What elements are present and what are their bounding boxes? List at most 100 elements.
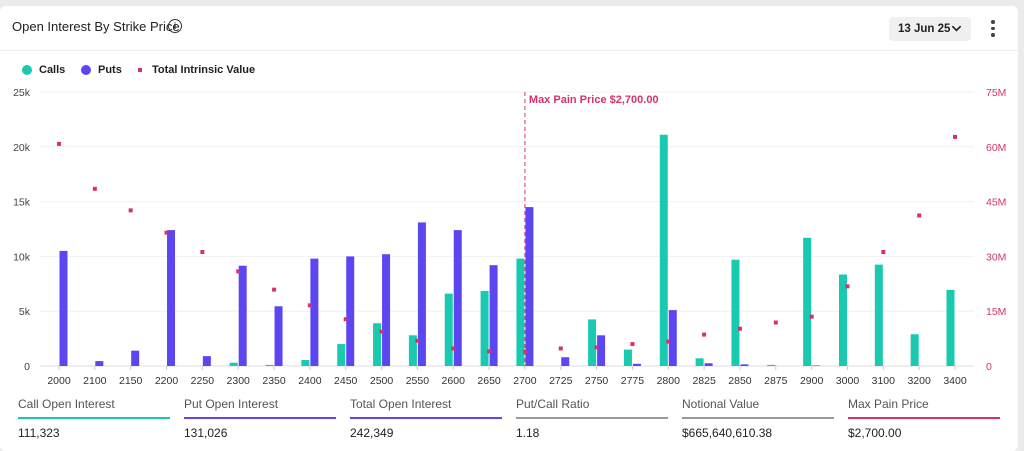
legend-calls-label: Calls xyxy=(39,64,66,76)
y-right-tick-label: 15M xyxy=(986,306,1006,318)
intrinsic-value-point xyxy=(809,314,814,319)
call-bar xyxy=(803,237,812,366)
call-bar xyxy=(337,344,346,366)
put-bar xyxy=(668,310,677,366)
put-bar xyxy=(310,258,319,366)
open-interest-chart: 0 0 5k 15M 10k 30M 15k 45M 20k 60M 25k 75M 2000 2100 2… xyxy=(13,87,1006,387)
call-bar xyxy=(229,362,238,366)
legend-intrinsic-label: Total Intrinsic Value xyxy=(152,64,256,76)
stat-notional-value: Notional Value $665,640,610.38 xyxy=(682,396,834,440)
x-tick-label: 3100 xyxy=(872,375,896,387)
call-bar xyxy=(480,290,489,366)
y-right-tick-label: 30M xyxy=(986,251,1006,263)
call-bar xyxy=(516,258,525,366)
call-bar xyxy=(444,293,453,366)
x-tick-label: 2350 xyxy=(262,375,286,387)
stat-label: Put Open Interest xyxy=(184,397,279,411)
chart-card: Open Interest By Strike Price i 13 Jun 2… xyxy=(0,6,1018,451)
more-options-icon[interactable] xyxy=(985,17,1001,39)
legend-item-puts[interactable]: Puts xyxy=(81,64,122,76)
put-bar xyxy=(167,230,176,366)
info-icon[interactable]: i xyxy=(168,19,182,33)
y-left-tick-label: 0 xyxy=(24,361,30,373)
x-tick-label: 2750 xyxy=(585,375,609,387)
stat-call-open-interest: Call Open Interest 111,323 xyxy=(18,396,170,440)
legend-calls-marker xyxy=(22,65,32,75)
x-tick-label: 2150 xyxy=(119,375,143,387)
y-left-tick-label: 25k xyxy=(13,87,31,99)
put-bar xyxy=(238,265,247,366)
intrinsic-value-point xyxy=(272,287,277,292)
intrinsic-value-point xyxy=(236,269,241,274)
intrinsic-value-point xyxy=(200,250,205,255)
stat-underline xyxy=(350,417,502,419)
intrinsic-value-point xyxy=(773,320,778,325)
call-bar xyxy=(838,274,847,366)
call-bar xyxy=(659,134,668,366)
stat-label: Call Open Interest xyxy=(18,397,115,411)
put-bar xyxy=(95,361,104,366)
call-bar xyxy=(695,358,704,366)
legend-puts-label: Puts xyxy=(98,64,122,76)
put-bar xyxy=(346,256,355,366)
put-bar xyxy=(704,363,713,366)
intrinsic-value-point xyxy=(737,326,742,331)
call-bar xyxy=(946,289,955,366)
chevron-down-icon xyxy=(952,25,961,32)
call-bar xyxy=(767,364,776,366)
intrinsic-value-point xyxy=(57,141,61,146)
y-left-tick-label: 5k xyxy=(19,306,31,318)
y-right-tick-label: 60M xyxy=(986,142,1006,154)
legend-item-intrinsic[interactable]: Total Intrinsic Value xyxy=(135,64,255,76)
intrinsic-value-point xyxy=(128,208,133,213)
x-tick-label: 2550 xyxy=(406,375,430,387)
put-bar xyxy=(453,230,462,366)
x-tick-label: 2875 xyxy=(764,375,788,387)
stat-label: Notional Value xyxy=(682,397,760,411)
put-bar xyxy=(632,363,641,366)
put-bar xyxy=(525,207,534,366)
intrinsic-value-point xyxy=(558,346,563,351)
expiry-date-select[interactable]: 13 Jun 25 xyxy=(889,17,971,41)
stat-underline xyxy=(516,417,668,419)
y-left-tick-label: 15k xyxy=(13,197,31,209)
stat-underline xyxy=(848,417,1000,419)
x-tick-label: 2000 xyxy=(47,375,71,387)
intrinsic-value-point xyxy=(307,303,312,308)
y-right-tick-label: 75M xyxy=(986,87,1006,99)
y-right-tick-label: 0 xyxy=(986,361,992,373)
stat-value: 242,349 xyxy=(350,426,394,440)
chart-title: Open Interest By Strike Price xyxy=(12,19,180,34)
intrinsic-value-point xyxy=(415,338,420,343)
stat-label: Total Open Interest xyxy=(350,397,452,411)
stat-put-open-interest: Put Open Interest 131,026 xyxy=(184,396,336,440)
y-left-tick-label: 10k xyxy=(13,251,31,263)
call-bar xyxy=(731,259,740,366)
put-bar xyxy=(382,254,391,366)
x-tick-label: 2250 xyxy=(191,375,215,387)
x-tick-label: 2700 xyxy=(513,375,537,387)
max-pain-label: Max Pain Price $2,700.00 xyxy=(529,94,659,106)
legend-item-calls[interactable]: Calls xyxy=(22,64,65,76)
stat-value: $2,700.00 xyxy=(848,426,902,440)
put-bar xyxy=(489,265,498,366)
stat-total-open-interest: Total Open Interest 242,349 xyxy=(350,396,502,440)
stat-label: Max Pain Price xyxy=(848,397,929,411)
call-bar xyxy=(874,264,883,366)
x-tick-label: 2775 xyxy=(621,375,645,387)
x-tick-label: 2500 xyxy=(370,375,394,387)
call-bar xyxy=(373,323,382,366)
x-tick-label: 2100 xyxy=(83,375,107,387)
intrinsic-value-point xyxy=(917,213,922,218)
intrinsic-value-point xyxy=(164,230,169,235)
call-bar xyxy=(910,334,919,366)
put-bar xyxy=(274,306,283,366)
stats-row: Call Open Interest 111,323 Put Open Inte… xyxy=(0,396,1018,451)
put-bar xyxy=(740,364,749,366)
x-tick-label: 2200 xyxy=(155,375,179,387)
stat-max-pain-price: Max Pain Price $2,700.00 xyxy=(848,396,1000,440)
x-tick-label: 2300 xyxy=(227,375,251,387)
put-bar xyxy=(59,250,68,366)
call-bar xyxy=(588,319,597,366)
call-bar xyxy=(301,359,310,366)
